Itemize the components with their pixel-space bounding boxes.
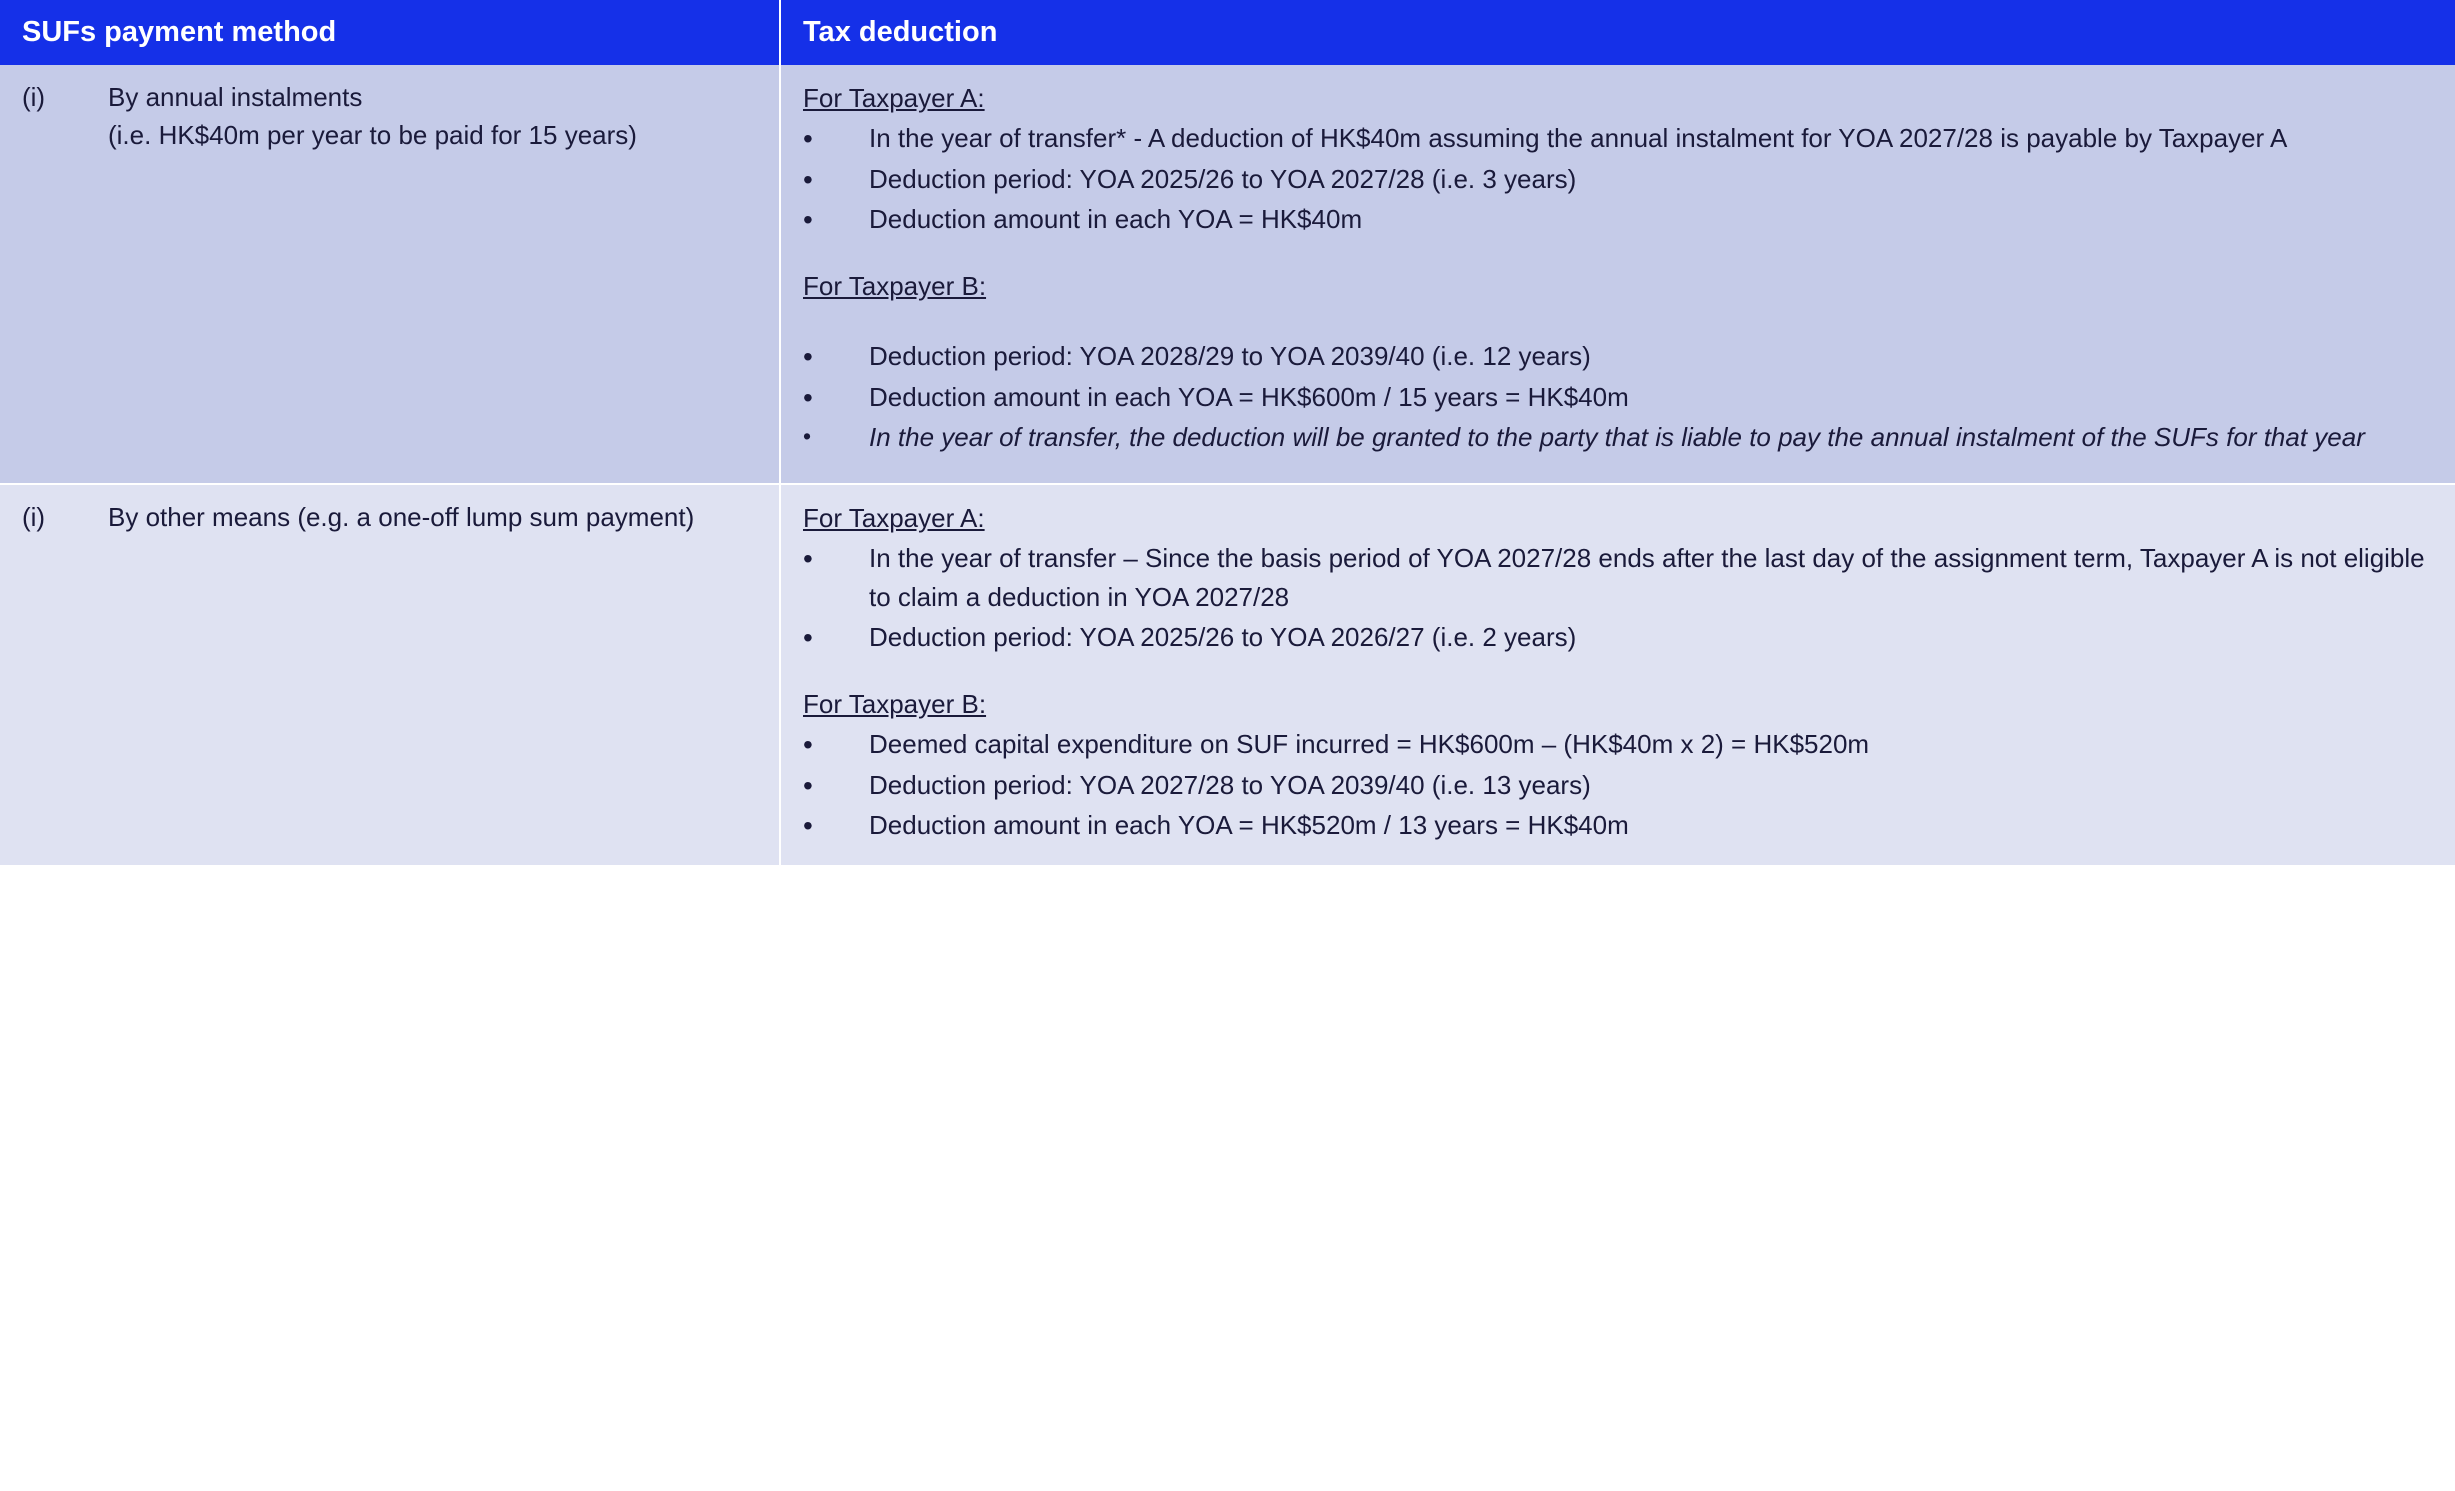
list-item: • Deduction period: YOA 2028/29 to YOA 20… (803, 337, 2433, 375)
list-item: • Deduction amount in each YOA = HK$40m (803, 200, 2433, 238)
row2-left-cell: (i) By other means (e.g. a one-off lump … (0, 484, 780, 865)
list-item: • Deduction period: YOA 2027/28 to YOA 20… (803, 766, 2433, 804)
row2-taxA-b2: Deduction period: YOA 2025/26 to YOA 202… (869, 618, 2433, 656)
spacer (803, 307, 2433, 335)
header-col2: Tax deduction (780, 0, 2455, 65)
row1-left-text: By annual instalments (i.e. HK$40m per y… (108, 79, 637, 154)
bullet-icon: • (803, 119, 831, 157)
row1-note-list: • In the year of transfer, the deduction … (803, 418, 2433, 456)
row2-taxpayer-a-heading: For Taxpayer A: (803, 499, 2433, 537)
bullet-icon: • (803, 725, 831, 763)
row2-number-label: (i) (22, 499, 70, 537)
list-item: • In the year of transfer, the deduction … (803, 418, 2433, 456)
row1-taxpayer-b-heading: For Taxpayer B: (803, 267, 2433, 305)
list-item: • Deemed capital expenditure on SUF incur… (803, 725, 2433, 763)
row2-taxB-b1: Deemed capital expenditure on SUF incurr… (869, 725, 2433, 763)
row2-taxB-b2: Deduction period: YOA 2027/28 to YOA 203… (869, 766, 2433, 804)
row1-taxA-b2: Deduction period: YOA 2025/26 to YOA 202… (869, 160, 2433, 198)
bullet-icon: • (803, 418, 831, 452)
row1-taxpayer-a-list: • In the year of transfer* - A deduction … (803, 119, 2433, 238)
list-item: • In the year of transfer* - A deduction … (803, 119, 2433, 157)
row1-taxA-b3: Deduction amount in each YOA = HK$40m (869, 200, 2433, 238)
row2-taxpayer-b-list: • Deemed capital expenditure on SUF incur… (803, 725, 2433, 844)
row1-taxpayer-b-list: • Deduction period: YOA 2028/29 to YOA 20… (803, 337, 2433, 416)
table-row: (i) By annual instalments (i.e. HK$40m p… (0, 65, 2455, 484)
row1-taxA-b1: In the year of transfer* - A deduction o… (869, 119, 2433, 157)
bullet-icon: • (803, 378, 831, 416)
table-header-row: SUFs payment method Tax deduction (0, 0, 2455, 65)
row2-right-cell: For Taxpayer A: • In the year of transfer… (780, 484, 2455, 865)
row2-taxpayer-a-list: • In the year of transfer – Since the bas… (803, 539, 2433, 656)
suf-tax-table: SUFs payment method Tax deduction (i) By… (0, 0, 2455, 865)
row1-taxB-b1: Deduction period: YOA 2028/29 to YOA 203… (869, 337, 2433, 375)
row2-taxA-b1: In the year of transfer – Since the basi… (869, 539, 2433, 616)
bullet-icon: • (803, 766, 831, 804)
row1-number-label: (i) (22, 79, 70, 154)
row1-left-line1: By annual instalments (108, 79, 637, 117)
list-item: • Deduction period: YOA 2025/26 to YOA 20… (803, 618, 2433, 656)
bullet-icon: • (803, 806, 831, 844)
row2-left-text: By other means (e.g. a one-off lump sum … (108, 499, 694, 537)
row1-note-text: In the year of transfer, the deduction w… (869, 418, 2433, 456)
header-col1: SUFs payment method (0, 0, 780, 65)
bullet-icon: • (803, 200, 831, 238)
row1-right-cell: For Taxpayer A: • In the year of transfer… (780, 65, 2455, 484)
row1-left-line2: (i.e. HK$40m per year to be paid for 15 … (108, 117, 637, 155)
row2-taxpayer-b-heading: For Taxpayer B: (803, 685, 2433, 723)
table-row: (i) By other means (e.g. a one-off lump … (0, 484, 2455, 865)
row1-taxpayer-a-heading: For Taxpayer A: (803, 79, 2433, 117)
row1-left-cell: (i) By annual instalments (i.e. HK$40m p… (0, 65, 780, 484)
bullet-icon: • (803, 618, 831, 656)
bullet-icon: • (803, 337, 831, 375)
list-item: • Deduction amount in each YOA = HK$600m … (803, 378, 2433, 416)
row2-left-line1: By other means (e.g. a one-off lump sum … (108, 499, 694, 537)
list-item: • In the year of transfer – Since the bas… (803, 539, 2433, 616)
row1-taxB-b2: Deduction amount in each YOA = HK$600m /… (869, 378, 2433, 416)
bullet-icon: • (803, 160, 831, 198)
list-item: • Deduction amount in each YOA = HK$520m … (803, 806, 2433, 844)
row2-taxB-b3: Deduction amount in each YOA = HK$520m /… (869, 806, 2433, 844)
bullet-icon: • (803, 539, 831, 577)
list-item: • Deduction period: YOA 2025/26 to YOA 20… (803, 160, 2433, 198)
